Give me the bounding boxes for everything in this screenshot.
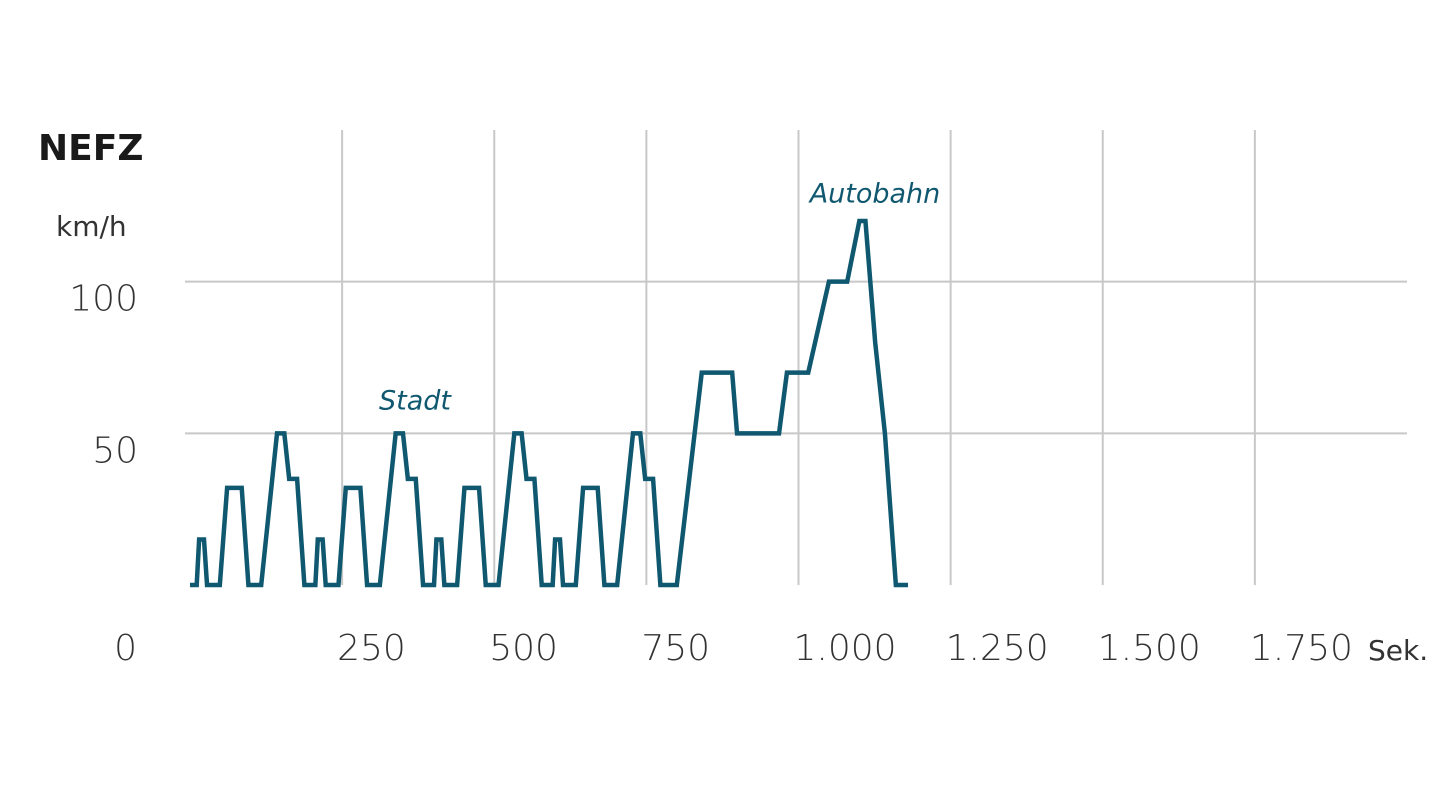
y-tick-label: 50 [92,430,138,471]
x-tick-label: 500 [489,628,558,669]
x-tick-label: 0 [114,628,137,669]
x-tick-label: 1.000 [794,628,897,669]
x-tick-label: 750 [641,628,710,669]
annotation: Stadt [379,386,452,417]
chart-title: NEFZ [38,128,143,169]
y-tick-label: 100 [69,279,138,320]
annotation: Autobahn [808,179,941,210]
x-tick-label: 1.500 [1098,628,1201,669]
data-line [190,218,909,588]
y-axis-label: km/h [56,210,127,243]
x-tick-label: 250 [337,628,406,669]
x-axis-label: Sek. [1368,634,1428,667]
x-tick-label: 1.250 [946,628,1049,669]
x-tick-label: 1.750 [1250,628,1353,669]
